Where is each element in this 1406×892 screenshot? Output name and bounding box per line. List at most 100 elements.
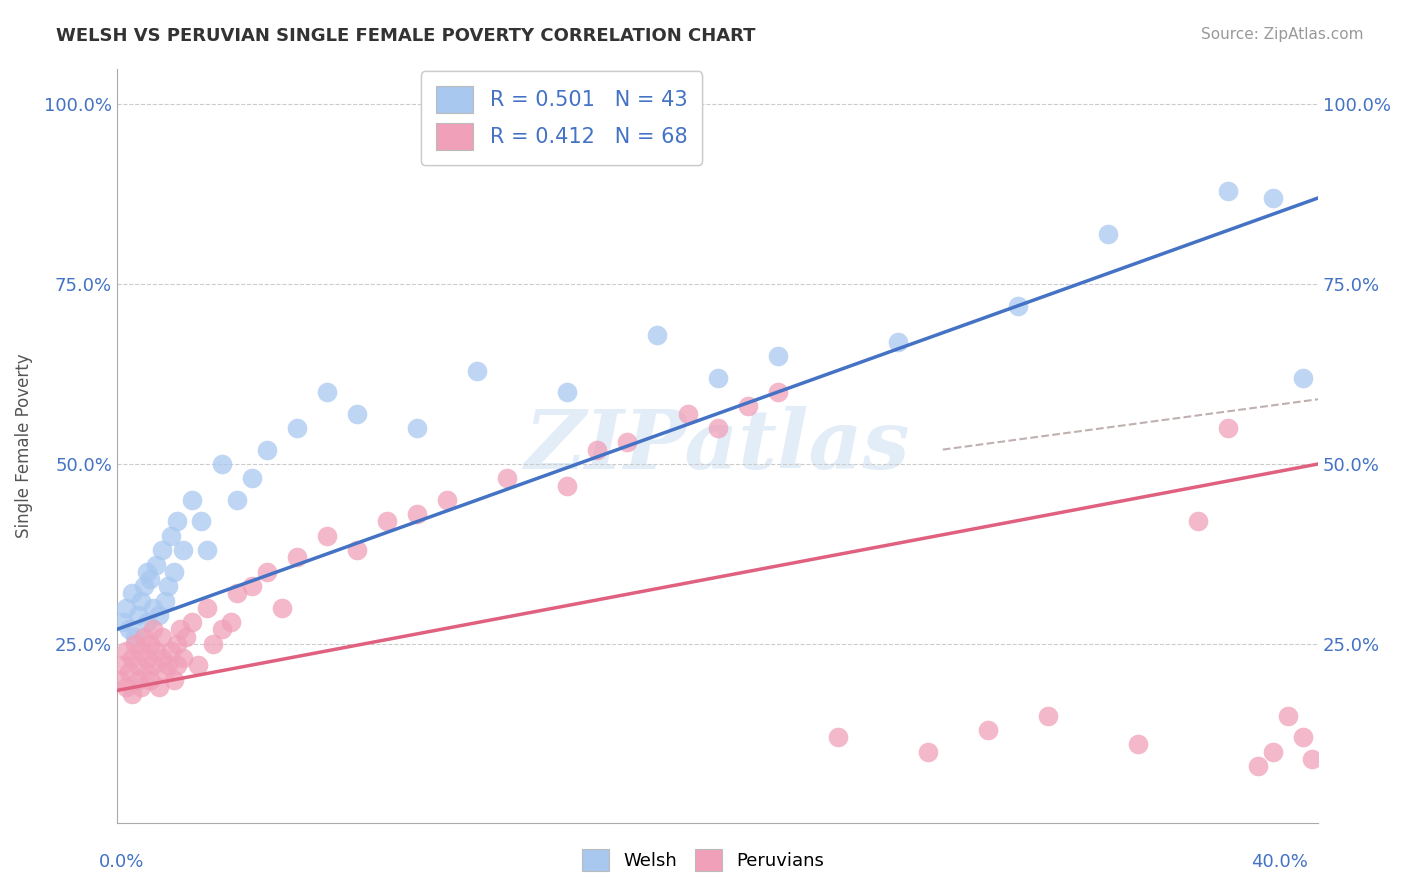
Point [406,421,429,435]
Point [406,508,429,522]
Point [129,593,152,607]
Point [1247,759,1270,773]
Legend: R = 0.501   N = 43, R = 0.412   N = 68: R = 0.501 N = 43, R = 0.412 N = 68 [420,71,702,164]
Point [127,673,149,687]
Point [139,673,162,687]
Point [111,615,134,629]
Point [1261,745,1284,759]
Point [163,673,186,687]
Point [240,471,263,485]
Point [496,471,519,485]
Point [181,492,204,507]
Point [219,615,242,629]
Point [181,615,204,629]
Point [136,615,159,629]
Point [202,637,225,651]
Point [166,515,188,529]
Point [150,630,173,644]
Point [557,478,579,492]
Point [157,658,180,673]
Point [121,586,143,600]
Point [136,565,159,579]
Point [118,623,141,637]
Point [111,658,134,673]
Point [195,600,218,615]
Text: 0.0%: 0.0% [98,853,143,871]
Point [647,327,669,342]
Point [148,607,170,622]
Point [737,400,759,414]
Point [139,572,162,586]
Point [211,457,233,471]
Point [157,579,180,593]
Point [124,637,146,651]
Point [145,644,167,658]
Point [136,665,159,680]
Point [827,730,849,744]
Point [256,442,278,457]
Point [436,492,458,507]
Point [160,644,183,658]
Point [150,651,173,665]
Point [115,644,138,658]
Point [465,363,488,377]
Point [121,687,143,701]
Point [115,600,138,615]
Point [153,665,176,680]
Point [226,586,249,600]
Point [148,680,170,694]
Point [108,673,131,687]
Point [766,349,789,363]
Point [127,607,149,622]
Point [557,385,579,400]
Point [1261,191,1284,205]
Point [118,665,141,680]
Point [706,421,728,435]
Point [132,630,155,644]
Point [172,543,194,558]
Point [187,658,209,673]
Point [1126,738,1149,752]
Point [195,543,218,558]
Point [346,543,368,558]
Point [127,658,149,673]
Legend: Welsh, Peruvians: Welsh, Peruvians [575,842,831,879]
Point [169,623,191,637]
Point [211,623,233,637]
Point [172,651,194,665]
Point [1216,184,1239,198]
Point [1036,708,1059,723]
Point [316,385,339,400]
Point [1292,730,1315,744]
Point [375,515,398,529]
Point [142,658,165,673]
Point [886,334,908,349]
Point [586,442,609,457]
Point [766,385,789,400]
Point [190,515,212,529]
Point [1216,421,1239,435]
Point [174,630,197,644]
Point [346,407,368,421]
Y-axis label: Single Female Poverty: Single Female Poverty [15,354,32,538]
Point [132,579,155,593]
Text: WELSH VS PERUVIAN SINGLE FEMALE POVERTY CORRELATION CHART: WELSH VS PERUVIAN SINGLE FEMALE POVERTY … [56,27,756,45]
Point [1292,370,1315,384]
Text: Source: ZipAtlas.com: Source: ZipAtlas.com [1201,27,1364,42]
Point [256,565,278,579]
Point [1277,708,1299,723]
Point [115,680,138,694]
Point [285,550,308,565]
Point [145,558,167,572]
Point [226,492,249,507]
Point [142,623,165,637]
Point [240,579,263,593]
Point [285,421,308,435]
Point [129,680,152,694]
Point [124,630,146,644]
Point [160,529,183,543]
Point [316,529,339,543]
Point [917,745,939,759]
Point [977,723,1000,737]
Point [706,370,728,384]
